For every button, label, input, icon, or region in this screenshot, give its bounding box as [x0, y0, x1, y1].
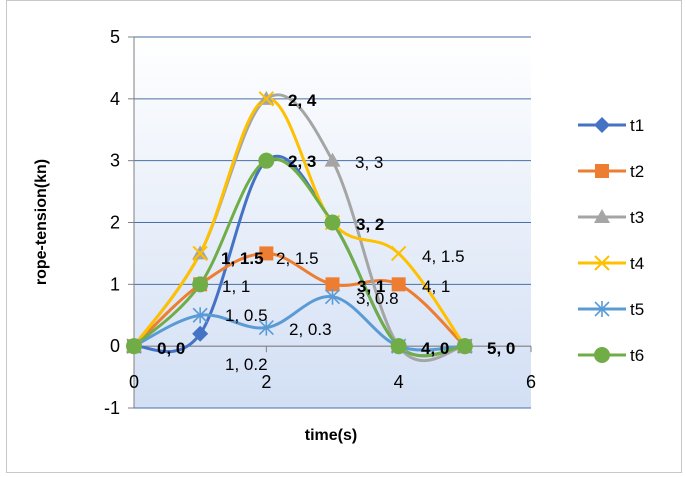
legend-item-t3: t3	[578, 208, 644, 227]
data-point-t2	[325, 277, 340, 292]
tick-labels: -1 0 1 2 3 4 5 0 2 4 6	[104, 27, 536, 418]
legend-item-t1: t1	[578, 116, 644, 135]
data-labels: 0, 0 1, 0.2 1, 0.5 1, 1 1, 1.5 2, 1.5 2, 0.3 2,…	[157, 91, 515, 374]
data-label: 3, 2	[356, 215, 384, 234]
data-point-t4	[192, 245, 208, 262]
legend-label: t4	[630, 254, 644, 273]
y-tick-label: 3	[110, 151, 120, 171]
legend-label: t1	[630, 116, 644, 135]
legend-marker	[594, 117, 610, 133]
legend: t1 t2 t3 t4 t5 t6	[578, 116, 644, 365]
legend-item-t5: t5	[578, 300, 644, 319]
data-point-t6	[126, 338, 142, 355]
data-point-t5	[192, 307, 208, 324]
data-label: 3, 3	[355, 153, 383, 172]
data-point-t6	[456, 338, 473, 355]
y-tick-label: -1	[104, 398, 120, 418]
data-point-t1	[192, 325, 209, 342]
data-label: 1, 0.2	[225, 355, 268, 374]
data-point-t5	[324, 288, 341, 305]
data-point-t6	[192, 276, 209, 293]
data-label: 4, 0	[421, 339, 449, 358]
y-axis-title: rope-tension(kn)	[33, 159, 50, 285]
legend-label: t6	[630, 346, 644, 365]
data-label: 5, 0	[487, 339, 515, 358]
legend-marker	[594, 347, 610, 363]
legend-label: t3	[630, 208, 644, 227]
data-label: 1, 0.5	[225, 306, 268, 325]
x-tick-label: 6	[526, 372, 536, 392]
data-label: 3, 0.8	[356, 289, 399, 308]
y-tick-label: 0	[110, 336, 120, 356]
data-label: 4, 1	[422, 277, 450, 296]
legend-label: t2	[630, 162, 644, 181]
data-label: 2, 3	[288, 152, 316, 171]
data-point-t2	[391, 277, 406, 292]
data-point-t2	[259, 246, 274, 261]
legend-item-t2: t2	[578, 162, 644, 181]
data-label: 3, 1	[357, 277, 385, 296]
legend-item-t4: t4	[578, 254, 644, 273]
x-tick-label: 0	[129, 372, 139, 392]
marker-layer	[126, 90, 473, 355]
data-point-t6	[324, 214, 341, 231]
x-axis-title: time(s)	[305, 427, 357, 444]
data-point-t4	[258, 91, 275, 107]
legend-label: t5	[630, 300, 644, 319]
legend-item-t6: t6	[578, 346, 644, 365]
y-tick-label: 4	[110, 89, 120, 109]
legend-marker	[594, 255, 610, 271]
data-point-t3	[324, 152, 341, 167]
data-point-t5	[258, 319, 274, 336]
data-label: 4, 1.5	[422, 247, 465, 266]
data-point-t6	[258, 152, 275, 169]
data-label: 2, 0.3	[289, 320, 332, 339]
series-line-t2	[132, 251, 466, 348]
legend-marker	[595, 164, 609, 178]
legend-marker	[594, 209, 610, 223]
data-label: 2, 1.5	[276, 249, 319, 268]
y-tick-label: 5	[110, 27, 120, 47]
y-tick-label: 2	[110, 213, 120, 233]
x-tick-label: 2	[261, 372, 271, 392]
y-tick-label: 1	[110, 274, 120, 294]
data-point-t6	[390, 338, 407, 355]
data-point-t4	[390, 245, 407, 262]
data-label: 0, 0	[157, 339, 185, 358]
data-label: 1, 1	[222, 277, 250, 296]
x-tick-label: 4	[394, 372, 404, 392]
data-label: 2, 4	[288, 91, 317, 110]
legend-marker	[594, 301, 610, 317]
data-label: 1, 1.5	[221, 249, 264, 268]
